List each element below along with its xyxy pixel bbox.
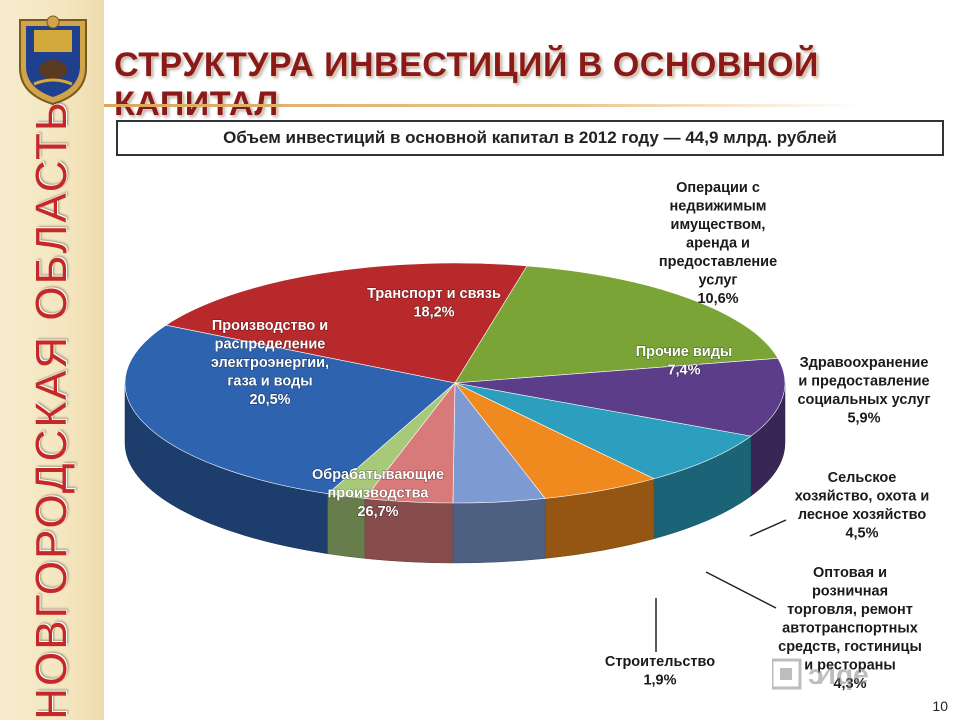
pie-slice-операции-с-недвижимым-имуществом-аренда- <box>454 357 786 437</box>
slice-label-прочие-виды: Прочие виды 7,4% <box>636 344 733 379</box>
svg-text:ɔ⁄ıqe: ɔ⁄ıqe <box>808 659 869 690</box>
investment-total-box: Объем инвестиций в основной капитал в 20… <box>116 120 944 156</box>
pie-slice-обрабатывающие-производства <box>124 324 456 495</box>
slice-label-производство-и-распределение-электроэнер: Производство и распределение электроэнерги… <box>211 318 329 408</box>
slice-label-транспорт-и-связь: Транспорт и связь 18,2% <box>367 286 501 321</box>
watermark-logo-icon: ɔ⁄ıqe <box>772 658 869 690</box>
coat-of-arms-icon <box>19 15 87 106</box>
sidebar: НОВГОРОДСКАЯ ОБЛАСТЬ <box>0 0 104 720</box>
pie-slice-прочие-виды <box>454 382 752 480</box>
pie-slice-производство-и-распределение-электроэнер <box>165 262 528 384</box>
leader-line <box>749 519 787 537</box>
pie-slice-здравоохранение-и-предоставление-социаль <box>454 382 655 499</box>
page-number: 10 <box>932 698 948 714</box>
slice-label-сельское-хозяйство-охота-и-лесное-хозяйс: Сельское хозяйство, охота и лесное хозяйст… <box>795 470 930 542</box>
title-divider <box>104 104 864 107</box>
slice-label-оптовая-и-розничная-торговля-ремонт-авто: Оптовая и розничная торговля, ремонт автотр… <box>778 565 922 692</box>
pie-slice-транспорт-и-связь <box>454 265 779 384</box>
pie-side-сельское-хозяйство-охота-и-лесное-хозяйс <box>452 498 546 564</box>
slice-label-строительство: Строительство 1,9% <box>605 654 715 689</box>
slice-label-обрабатывающие-производства: Обрабатывающие производства 26,7% <box>312 467 444 520</box>
leader-line <box>705 571 777 609</box>
slice-label-здравоохранение-и-предоставление-социаль: Здравоохранение и предоставление социальны… <box>797 355 930 427</box>
